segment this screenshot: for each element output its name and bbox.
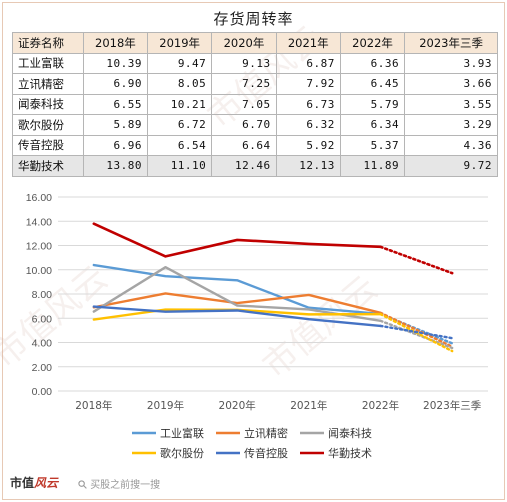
y-tick-label: 12.00 [26, 241, 52, 253]
company-name: 传音控股 [12, 134, 84, 156]
series-line [92, 263, 382, 316]
brand-text: 市值 [10, 476, 35, 490]
y-tick-label: 2.00 [32, 362, 53, 374]
line-chart: 0.00 2.00 4.00 6.00 8.00 10.00 12.00 14.00 16.00… [26, 192, 488, 460]
table-row: 传音控股 6.96 6.54 6.64 5.92 5.37 4.36 [12, 134, 498, 156]
table-cell: 3.66 [404, 73, 498, 95]
company-name: 立讯精密 [12, 73, 84, 95]
table-row-highlighted: 华勤技术 13.80 11.10 12.46 12.13 11.89 9.72 [12, 155, 498, 177]
table-cell: 12.46 [211, 155, 277, 177]
table-cell: 9.47 [147, 52, 213, 74]
series-forecast-segment [379, 245, 454, 275]
x-tick-label: 2020年 [219, 399, 256, 412]
table-cell: 9.13 [211, 52, 277, 74]
table-row: 歌尔股份 5.89 6.72 6.70 6.32 6.34 3.29 [12, 114, 498, 136]
chart-title: 存货周转率 [213, 10, 294, 28]
search-hint[interactable]: 买股之前搜一搜 [78, 476, 160, 491]
x-tick-label: 2022年 [362, 399, 399, 412]
table-cell: 8.05 [147, 73, 213, 95]
table-cell: 6.90 [82, 73, 149, 95]
y-tick-label: 0.00 [32, 386, 53, 398]
series-forecast-segment [379, 311, 454, 348]
company-name: 歌尔股份 [12, 114, 84, 136]
table-cell: 6.45 [339, 73, 406, 95]
table-cell: 11.10 [147, 155, 213, 177]
legend-label: 工业富联 [160, 426, 204, 440]
table-cell: 12.13 [275, 155, 341, 177]
company-name: 工业富联 [12, 52, 84, 74]
y-tick-label: 8.00 [32, 289, 53, 301]
table-cell: 6.34 [339, 114, 406, 136]
legend-label: 立讯精密 [244, 426, 288, 440]
search-icon [78, 480, 87, 489]
table-cell: 10.39 [82, 52, 149, 74]
table-cell: 7.92 [275, 73, 341, 95]
legend-label: 华勤技术 [328, 446, 372, 460]
table-cell: 5.89 [82, 114, 149, 136]
table-row: 工业富联 10.39 9.47 9.13 6.87 6.36 3.93 [12, 52, 498, 74]
series-forecast-segment [379, 312, 454, 345]
column-header: 2023年三季 [404, 32, 498, 54]
table-cell: 7.05 [211, 93, 277, 115]
y-tick-label: 6.00 [32, 313, 53, 325]
table-cell: 11.89 [339, 155, 406, 177]
column-header: 2020年 [211, 32, 277, 54]
column-header: 2021年 [275, 32, 341, 54]
column-header: 2019年 [147, 32, 213, 54]
table-cell: 10.21 [147, 93, 213, 115]
series-forecast-segment [379, 324, 454, 340]
x-tick-label: 2018年 [75, 399, 112, 412]
table-cell: 3.29 [404, 114, 498, 136]
table-header-row: 证券名称 2018年 2019年 2020年 2021年 2022年 2023年… [12, 32, 498, 54]
series-forecast-segment [379, 319, 454, 350]
column-header: 2018年 [82, 32, 149, 54]
x-tick-label: 2019年 [147, 399, 184, 412]
table-cell: 5.37 [339, 134, 406, 156]
company-name: 闻泰科技 [12, 93, 84, 115]
y-tick-label: 16.00 [26, 192, 52, 204]
table-cell: 6.55 [82, 93, 149, 115]
table-cell: 6.36 [339, 52, 406, 74]
table-cell: 6.87 [275, 52, 341, 74]
legend-label: 歌尔股份 [160, 446, 204, 460]
table-row: 闻泰科技 6.55 10.21 7.05 6.73 5.79 3.55 [12, 93, 498, 115]
table-cell: 5.79 [339, 93, 406, 115]
table-cell: 4.36 [404, 134, 498, 156]
search-placeholder: 买股之前搜一搜 [90, 480, 161, 491]
legend-label: 传音控股 [244, 446, 288, 460]
series-line [92, 292, 382, 314]
table-cell: 9.72 [404, 155, 498, 177]
table-row: 立讯精密 6.90 8.05 7.25 7.92 6.45 3.66 [12, 73, 498, 95]
series-line [92, 222, 382, 258]
column-header: 证券名称 [12, 32, 84, 54]
table-cell: 3.55 [404, 93, 498, 115]
table-cell: 3.93 [404, 52, 498, 74]
y-tick-label: 14.00 [26, 216, 52, 228]
table-cell: 6.73 [275, 93, 341, 115]
table-cell: 6.54 [147, 134, 213, 156]
table-cell: 6.70 [211, 114, 277, 136]
legend-label: 闻泰科技 [328, 426, 372, 440]
company-name: 华勤技术 [12, 155, 84, 177]
brand-text-accent: 风云 [34, 476, 59, 490]
data-table: 证券名称 2018年 2019年 2020年 2021年 2022年 2023年… [12, 32, 498, 177]
column-header: 2022年 [339, 32, 406, 54]
table-cell: 6.72 [147, 114, 213, 136]
table-cell: 6.96 [82, 134, 149, 156]
table-cell: 5.92 [275, 134, 341, 156]
x-tick-label: 2023年三季 [423, 399, 482, 412]
table-cell: 7.25 [211, 73, 277, 95]
brand-logo: 市值风云 [10, 474, 58, 491]
series-line [92, 305, 382, 328]
x-tick-label: 2021年 [290, 399, 327, 412]
table-cell: 13.80 [82, 155, 149, 177]
table-cell: 6.32 [275, 114, 341, 136]
table-cell: 6.64 [211, 134, 277, 156]
y-tick-label: 10.00 [26, 265, 52, 277]
y-tick-label: 4.00 [32, 338, 53, 350]
